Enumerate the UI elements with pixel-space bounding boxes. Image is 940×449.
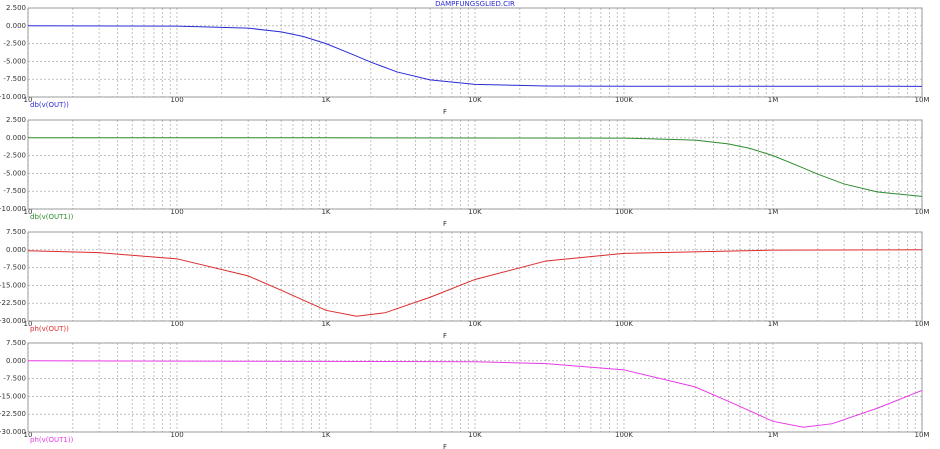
y-tick-label: 0.000 <box>6 134 26 142</box>
series-line <box>28 137 923 197</box>
x-tick-label: 100K <box>615 96 633 104</box>
x-tick-label: 10 <box>24 208 33 216</box>
x-tick-label: 100K <box>615 431 633 439</box>
plot-frame <box>27 119 923 210</box>
legend-label: ph(v(OUT1)) <box>30 436 74 444</box>
y-tick-label: -2.500 <box>3 152 26 160</box>
y-tick-label: -7.500 <box>3 264 26 272</box>
x-tick-label: 10 <box>24 320 33 328</box>
y-tick-label: -22.500 <box>0 410 26 418</box>
chart-title: DÄMPFUNGSGLIED.CIR <box>435 0 515 8</box>
x-tick-label: 10K <box>468 431 482 439</box>
y-tick-label: -7.500 <box>3 375 26 383</box>
y-tick-label: -5.000 <box>3 169 26 177</box>
x-tick-label: 10M <box>915 431 930 439</box>
x-tick-label: 10 <box>24 96 33 104</box>
x-tick-label: 10 <box>24 431 33 439</box>
x-tick-label: 1K <box>321 431 330 439</box>
x-tick-label: 1M <box>768 208 779 216</box>
x-tick-label: 100 <box>170 431 183 439</box>
y-tick-label: -15.000 <box>0 392 26 400</box>
y-tick-label: 0.000 <box>6 22 26 30</box>
x-tick-label: 100 <box>170 208 183 216</box>
series-line <box>27 360 923 428</box>
series-line <box>27 249 923 317</box>
x-tick-label: 1M <box>768 320 779 328</box>
y-tick-label: -15.000 <box>0 281 26 289</box>
x-tick-label: 10K <box>468 320 482 328</box>
x-axis-label: F <box>443 220 447 228</box>
plot-frame <box>27 231 923 322</box>
legend-label: db(v(OUT)) <box>30 101 69 109</box>
y-tick-label: 2.500 <box>6 4 26 12</box>
x-tick-label: 10M <box>915 320 930 328</box>
x-tick-label: 10K <box>468 96 482 104</box>
x-tick-label: 10K <box>468 208 482 216</box>
y-tick-label: -2.500 <box>3 40 26 48</box>
y-tick-label: -22.500 <box>0 299 26 307</box>
y-tick-label: -10.000 <box>0 205 26 213</box>
x-tick-label: 100K <box>615 208 633 216</box>
y-tick-label: 2.500 <box>6 116 26 124</box>
x-tick-label: 1K <box>321 320 330 328</box>
y-tick-label: 0.000 <box>6 357 26 365</box>
x-tick-label: 10M <box>915 208 930 216</box>
x-tick-label: 1K <box>321 96 330 104</box>
x-axis-label: F <box>443 108 447 116</box>
x-tick-label: 100K <box>615 320 633 328</box>
series-line <box>27 25 923 87</box>
plot-frame <box>27 7 923 98</box>
legend-label: ph(v(OUT)) <box>30 325 69 333</box>
x-axis-label: F <box>443 443 447 449</box>
y-tick-label: -30.000 <box>0 317 26 325</box>
y-tick-label: 7.500 <box>6 339 26 347</box>
x-tick-label: 1M <box>768 431 779 439</box>
y-tick-label: -10.000 <box>0 93 26 101</box>
y-tick-label: -7.500 <box>3 187 26 195</box>
y-tick-label: 0.000 <box>6 246 26 254</box>
y-tick-label: -7.500 <box>3 75 26 83</box>
x-tick-label: 100 <box>170 96 183 104</box>
x-tick-label: 100 <box>170 320 183 328</box>
y-tick-label: -30.000 <box>0 428 26 436</box>
y-tick-label: 7.500 <box>6 228 26 236</box>
x-tick-label: 10M <box>915 96 930 104</box>
legend-label: db(v(OUT1)) <box>30 213 74 221</box>
x-tick-label: 1M <box>768 96 779 104</box>
plot-frame <box>27 342 923 433</box>
x-axis-label: F <box>443 332 447 340</box>
x-tick-label: 1K <box>321 208 330 216</box>
y-tick-label: -5.000 <box>3 57 26 65</box>
